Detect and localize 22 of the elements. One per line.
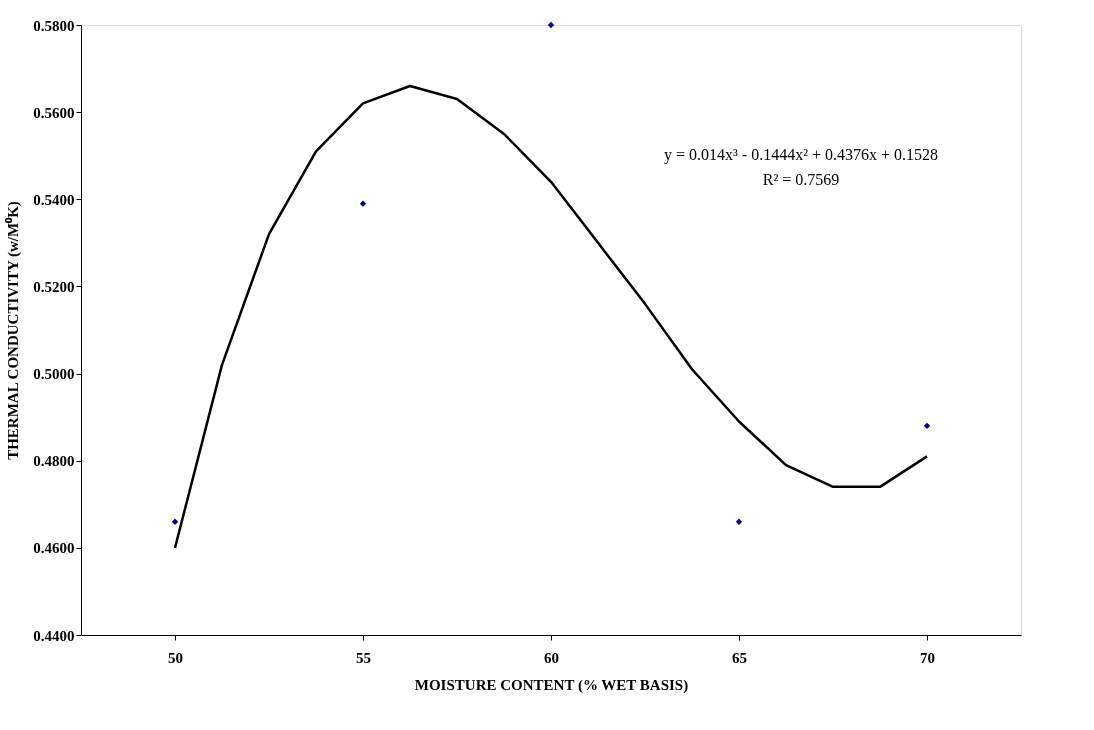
x-tick-label: 65 (732, 649, 747, 666)
point (171, 518, 179, 525)
y-tick-label: 0.5000 (33, 366, 75, 383)
x-tick-label: 50 (168, 649, 183, 666)
y-tick-label: 0.5400 (33, 191, 75, 208)
y-axis-title: THERMAL CONDUCTIVITY (w/M⁰K) (4, 201, 23, 460)
x-tick-label: 60 (544, 649, 559, 666)
annotation: R² = 0.7569 (762, 171, 840, 188)
y-tick-label: 0.5600 (33, 104, 75, 121)
point (923, 422, 931, 430)
y-tick-label: 0.5800 (33, 17, 75, 34)
y-tick-label: 0.4600 (33, 540, 75, 557)
x-tick-label: 70 (920, 649, 935, 666)
y-tick-label: 0.5200 (33, 278, 75, 295)
x-axis-title: MOISTURE CONTENT (% WET BASIS) (414, 676, 689, 694)
annotation: y = 0.014x³ - 0.1444x² + 0.4376x + 0.1528 (664, 146, 938, 164)
y-tick-label: 0.4800 (33, 453, 75, 470)
x-tick-label: 55 (356, 649, 371, 666)
y-tick-label: 0.4400 (33, 627, 75, 644)
point (547, 21, 555, 29)
point (735, 518, 743, 525)
point (359, 200, 367, 207)
